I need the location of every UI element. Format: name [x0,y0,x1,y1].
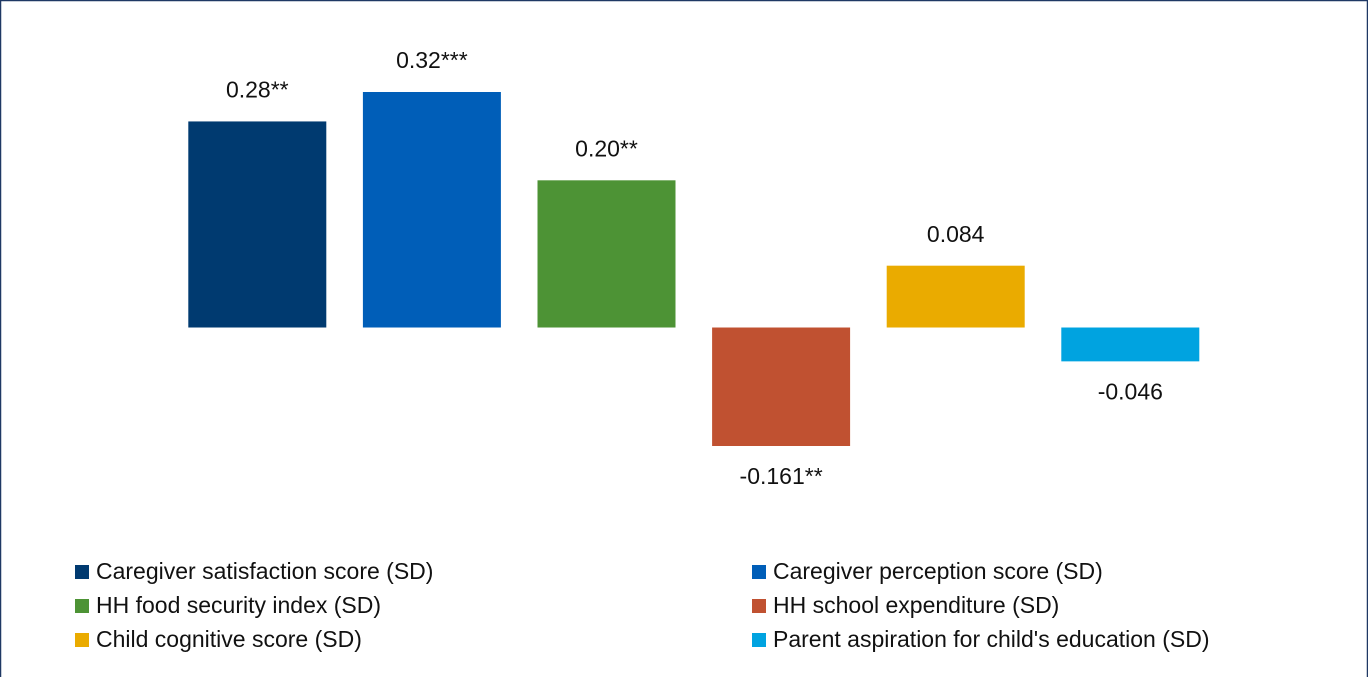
legend-swatch [75,565,89,579]
bar [712,327,851,446]
data-label: 0.28** [226,77,289,103]
legend-label: HH school expenditure (SD) [773,592,1059,618]
bar [188,121,327,328]
legend-label: HH food security index (SD) [96,592,381,618]
legend-label: Child cognitive score (SD) [96,626,362,652]
legend-label: Parent aspiration for child's education … [773,626,1210,652]
bar [362,92,501,328]
data-label: -0.046 [1098,378,1163,404]
legend-swatch [752,565,766,579]
legend-swatch [75,633,89,647]
legend-swatch [75,599,89,613]
bar [886,265,1025,328]
data-label: 0.32*** [396,47,468,73]
bar [1061,327,1200,362]
legend-swatch [752,633,766,647]
legend-label: Caregiver perception score (SD) [773,558,1103,584]
legend-swatch [752,599,766,613]
data-label: 0.20** [575,135,638,161]
data-label: 0.084 [927,221,985,247]
data-label: -0.161** [740,463,823,489]
bar [537,180,676,328]
legend-label: Caregiver satisfaction score (SD) [96,558,433,584]
